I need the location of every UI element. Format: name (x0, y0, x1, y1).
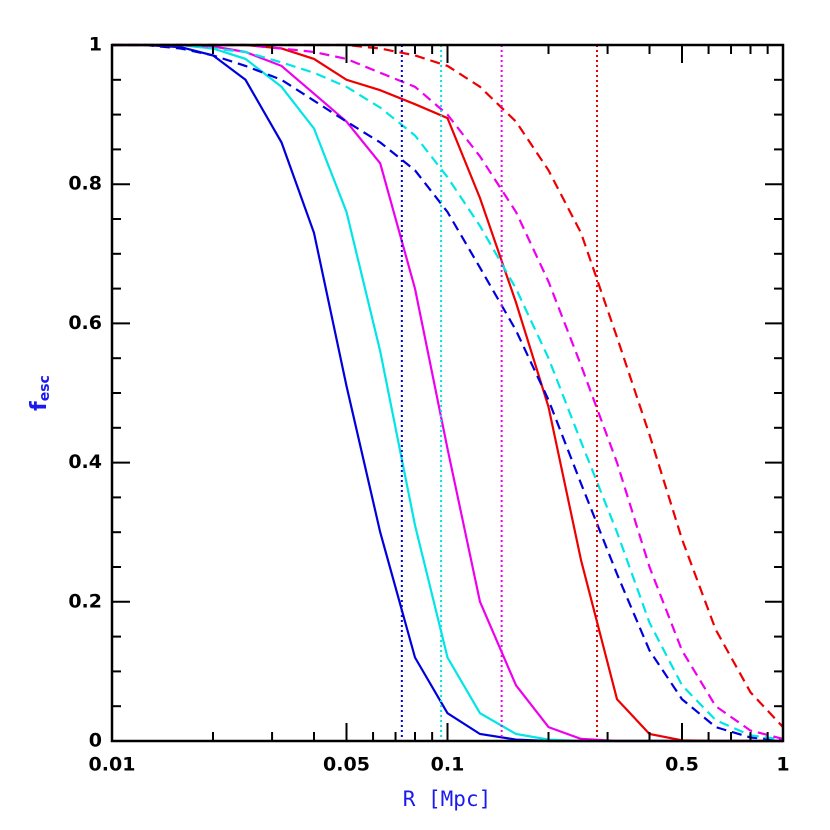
x-axis-label: R [Mpc] (403, 787, 492, 811)
x-tick-label: 0.1 (431, 754, 465, 776)
y-label-main: f (27, 401, 52, 411)
y-tick-label: 0.4 (68, 451, 102, 473)
curve (112, 43, 783, 743)
x-tick-label: 1 (776, 754, 789, 776)
y-tick-label: 0.6 (68, 312, 102, 334)
x-tick-label: 0.5 (665, 754, 699, 776)
y-axis-label: fesc (27, 375, 53, 411)
y-label-sub: esc (37, 375, 53, 401)
y-tick-label: 0.8 (68, 173, 102, 195)
curve (112, 43, 783, 743)
curve (112, 43, 783, 743)
plot-frame (110, 43, 785, 743)
curve (112, 43, 784, 741)
y-tick-label: 0 (89, 730, 102, 752)
curve (112, 43, 783, 743)
curve (112, 43, 784, 742)
y-tick-label: 1 (89, 34, 102, 56)
x-tick-label: 0.05 (323, 754, 370, 776)
y-tick-label: 0.2 (68, 590, 102, 612)
curve (112, 43, 784, 740)
curve (112, 43, 784, 728)
x-tick-label: 0.01 (89, 754, 136, 776)
